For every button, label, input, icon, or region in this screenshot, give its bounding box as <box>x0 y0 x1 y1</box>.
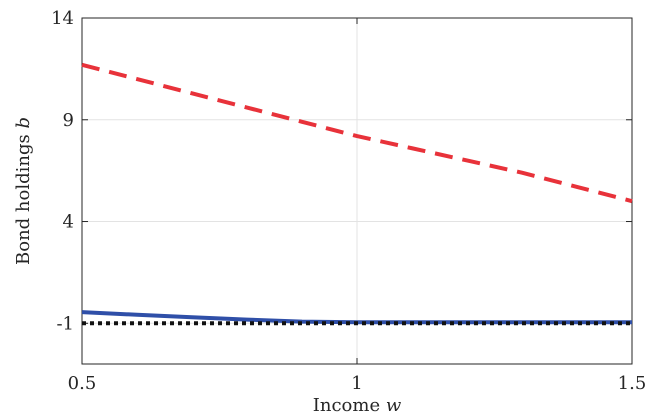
y-axis-label-text: Bond holdings <box>13 134 34 265</box>
y-axis-label-var: b <box>13 117 34 129</box>
x-axis-label-text: Income <box>313 395 380 416</box>
y-tick-label: 9 <box>63 110 74 131</box>
series-line-dashed <box>81 62 633 204</box>
tick-labels: 0.5 1 1.5 -1 4 9 14 <box>51 8 646 394</box>
y-tick-label: 14 <box>51 8 74 29</box>
y-tick-label: -1 <box>56 313 74 334</box>
series-group <box>81 62 633 326</box>
grid <box>81 17 633 364</box>
y-tick-label: 4 <box>63 212 74 233</box>
x-tick-label: 1.5 <box>618 373 647 394</box>
axis-ticks <box>81 17 633 364</box>
x-tick-label: 0.5 <box>68 373 97 394</box>
y-axis-label: Bond holdings b <box>13 117 34 265</box>
x-axis-label-var: w <box>386 395 402 416</box>
x-tick-label: 1 <box>351 373 362 394</box>
x-axis-label: Income w <box>313 395 402 416</box>
